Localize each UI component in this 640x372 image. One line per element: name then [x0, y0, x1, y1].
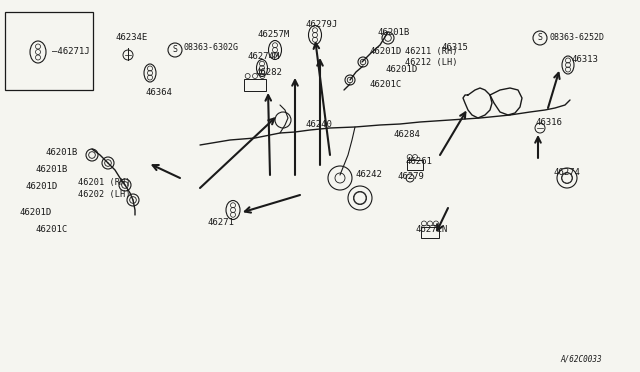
- Text: A/62C0033: A/62C0033: [560, 355, 602, 364]
- Text: 46240: 46240: [305, 120, 332, 129]
- Text: 46201 (RH): 46201 (RH): [78, 178, 131, 187]
- Text: 46201D: 46201D: [20, 208, 52, 217]
- Text: 46201C: 46201C: [35, 225, 67, 234]
- Text: 46313: 46313: [572, 55, 599, 64]
- Text: 46234E: 46234E: [115, 33, 147, 42]
- Text: 46274: 46274: [554, 168, 581, 177]
- Text: 46201D: 46201D: [370, 47, 403, 56]
- Bar: [5, 12, 93, 90]
- Text: 46316: 46316: [535, 118, 562, 127]
- Text: 46201D: 46201D: [385, 65, 417, 74]
- Text: 46212 (LH): 46212 (LH): [405, 58, 458, 67]
- Bar: [407, 160, 423, 170]
- Text: 46201D: 46201D: [25, 182, 57, 191]
- Text: S: S: [173, 45, 177, 55]
- Text: 46271N: 46271N: [415, 225, 447, 234]
- Text: 08363-6252D: 08363-6252D: [549, 33, 604, 42]
- Text: 46271: 46271: [208, 218, 235, 227]
- Text: 46315: 46315: [442, 43, 469, 52]
- Text: S: S: [538, 33, 542, 42]
- Bar: [244, 79, 266, 91]
- Text: 46364: 46364: [145, 88, 172, 97]
- Text: —46271J: —46271J: [52, 48, 90, 57]
- Text: 08363-6302G: 08363-6302G: [183, 43, 238, 52]
- Text: 46279J: 46279J: [305, 20, 337, 29]
- Text: 46201C: 46201C: [370, 80, 403, 89]
- Text: 46201B: 46201B: [378, 28, 410, 37]
- Text: 46274M: 46274M: [248, 52, 280, 61]
- Text: 46242: 46242: [355, 170, 382, 179]
- Text: 46257M: 46257M: [258, 30, 291, 39]
- Text: 46282: 46282: [255, 68, 282, 77]
- Text: 46279: 46279: [398, 172, 425, 181]
- Text: 46202 (LH): 46202 (LH): [78, 190, 131, 199]
- Bar: [421, 227, 439, 237]
- Text: 46211 (RH): 46211 (RH): [405, 47, 458, 56]
- Text: 46284: 46284: [393, 130, 420, 139]
- Text: 46261: 46261: [405, 157, 432, 166]
- Text: 46201B: 46201B: [45, 148, 77, 157]
- Text: 46201B: 46201B: [35, 165, 67, 174]
